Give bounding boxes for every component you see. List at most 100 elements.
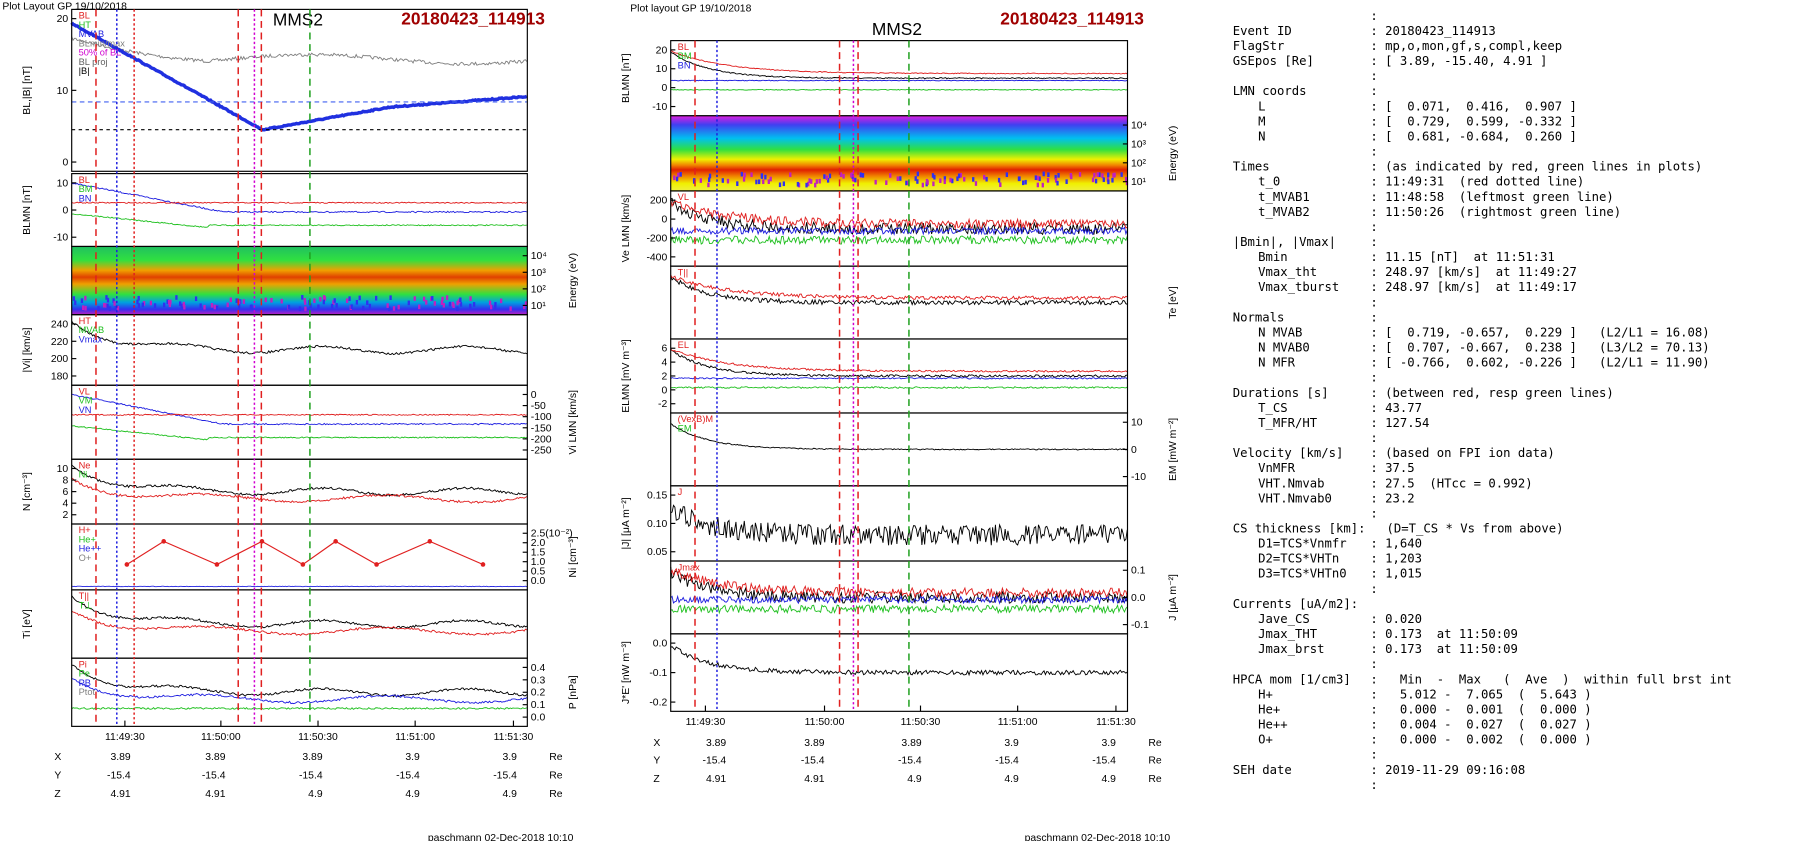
spectrogram-speckle (238, 303, 241, 309)
info-value: : 11:50:26 (rightmost green line) (1370, 205, 1621, 219)
spectrogram-speckle (679, 172, 682, 177)
legend-entry: J (678, 487, 683, 497)
trace (670, 566, 1128, 605)
spectrogram-speckle (168, 302, 172, 308)
y-tick-label: -2 (658, 399, 667, 410)
spectrogram-speckle (194, 296, 198, 302)
trace (670, 234, 1128, 246)
spectrogram-speckle (499, 298, 503, 304)
panel-frame (71, 589, 528, 659)
spectrogram-speckle (242, 299, 246, 304)
info-key: SEH date (1233, 763, 1292, 777)
spectrogram-speckle (1021, 180, 1025, 186)
position-value: 3.9 (405, 752, 420, 763)
position-label: Y (653, 755, 660, 766)
spectrogram-speckle (943, 176, 947, 181)
position-value: -15.4 (995, 755, 1019, 766)
spectrogram-speckle (743, 172, 746, 178)
position-value: 3.89 (706, 738, 726, 749)
legend-entry: VN (79, 405, 92, 415)
info-key: VnMFR (1258, 461, 1296, 475)
spectrogram-speckle (914, 176, 917, 181)
info-value: : (based on FPI ion data) (1370, 446, 1554, 460)
spectrogram-speckle (1101, 173, 1104, 178)
spectrogram-speckle (397, 304, 400, 310)
position-value: 3.9 (1004, 738, 1019, 749)
info-value: : 0.000 - 0.002 ( 0.000 ) (1370, 733, 1591, 747)
spectrogram-speckle (916, 171, 919, 177)
trace (670, 88, 1128, 91)
spectrogram-speckle (764, 174, 767, 180)
legend-entry: (VexB)M (678, 414, 713, 424)
spectrogram-speckle (442, 302, 445, 308)
trace (71, 182, 528, 214)
legend-entry: VL (79, 386, 90, 396)
spectrogram-speckle (389, 295, 392, 301)
legend-entry: EL (678, 340, 689, 350)
info-value: : 248.97 [km/s] at 11:49:17 (1370, 280, 1577, 294)
y-tick-label: 1.5 (531, 548, 546, 559)
y-tick-label: -10 (1131, 472, 1146, 483)
y-tick-label: 8 (62, 476, 68, 487)
trace (71, 678, 528, 705)
spectrogram-speckle (926, 180, 929, 185)
spectrogram-speckle (229, 297, 232, 303)
trace (71, 595, 528, 630)
info-key: Velocity [km/s] (1233, 446, 1344, 460)
spectrogram-speckle (456, 300, 459, 306)
spectrogram-speckle (137, 303, 141, 308)
info-value: : (as indicated by red, green lines in p… (1370, 160, 1702, 174)
trace (670, 79, 1128, 82)
trace (670, 274, 1128, 301)
spectrogram-speckle (313, 298, 316, 304)
spectrogram-speckle (163, 302, 166, 308)
spectrogram-speckle (366, 300, 369, 305)
spectrogram-speckle (1107, 172, 1110, 178)
spectrogram-speckle (392, 306, 396, 311)
spectrogram-speckle (490, 304, 493, 310)
trace (71, 610, 528, 636)
info-value: : (1370, 310, 1377, 324)
spectrogram-speckle (494, 302, 497, 307)
spectrogram-speckle (84, 305, 87, 311)
x-tick-label: 11:50:30 (298, 732, 338, 743)
info-value: : (between red, resp green lines) (1370, 386, 1613, 400)
legend-entry: BN (79, 193, 92, 203)
x-tick-label: 11:50:00 (201, 732, 241, 743)
spectrogram-speckle (939, 178, 942, 183)
trace (670, 50, 1128, 75)
spectrogram-speckle (149, 300, 153, 306)
spectrogram-speckle (418, 304, 421, 310)
info-value: : (1370, 657, 1377, 671)
position-value: -15.4 (299, 770, 323, 781)
y-tick-label: 0.0 (531, 713, 546, 724)
spectrogram-speckle (808, 178, 811, 183)
y-tick-label: 6 (661, 344, 667, 355)
trace (71, 477, 528, 504)
spectrogram-speckle (264, 297, 267, 303)
info-key: HPCA mom [1/cm3] (1233, 672, 1351, 686)
y-tick-label: 20 (656, 45, 668, 56)
info-value: : 37.5 (1370, 461, 1414, 475)
spectrogram-speckle (333, 298, 336, 303)
trace (71, 464, 528, 497)
spectrogram-speckle (760, 173, 764, 178)
spectrogram-speckle (943, 179, 946, 185)
spectrogram-speckle (963, 176, 966, 182)
spectrogram-speckle (74, 300, 77, 306)
spectrogram-speckle (235, 298, 238, 304)
y-tick-label: 0 (62, 206, 68, 217)
spectrogram-speckle (441, 296, 444, 302)
spectrogram-speckle (1120, 172, 1123, 177)
spectrogram-speckle (169, 299, 172, 305)
spectrogram-speckle (1091, 177, 1095, 183)
x-tick-label: 11:49:30 (686, 717, 726, 728)
y-tick-label: 10 (656, 64, 668, 75)
y-tick-label: 0.0 (531, 576, 546, 587)
spectrogram-speckle (896, 176, 899, 181)
spectrogram-speckle (851, 174, 854, 179)
spectrogram-speckle (951, 178, 954, 184)
y-tick-label: 0 (531, 390, 537, 401)
info-value: : 27.5 (HTcc = 0.992) (1370, 476, 1532, 490)
spectrogram-speckle (488, 300, 492, 306)
